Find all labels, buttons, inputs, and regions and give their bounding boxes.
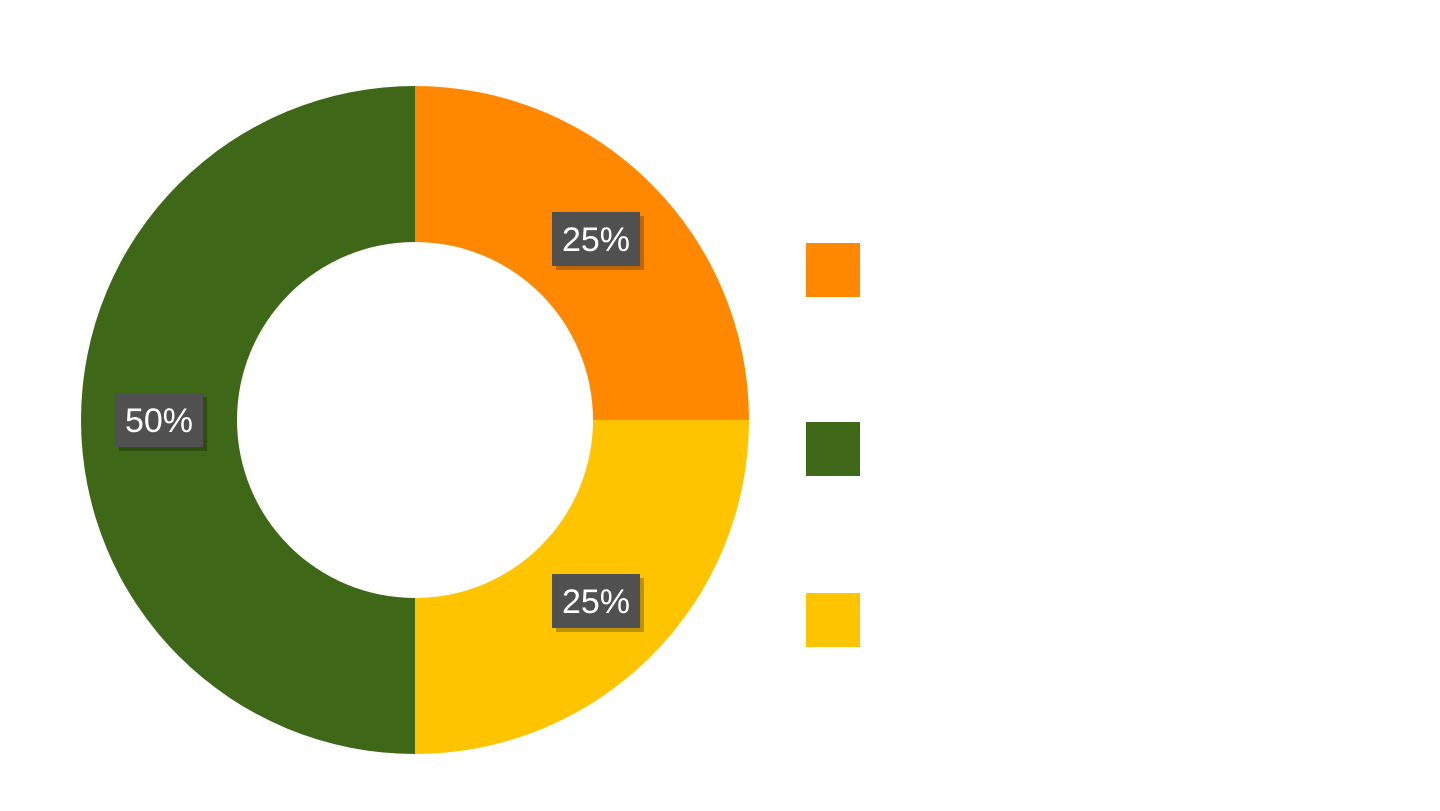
data-label-2: 25% bbox=[552, 574, 645, 633]
data-label-box bbox=[552, 574, 641, 629]
legend-swatch-2 bbox=[806, 593, 860, 647]
data-label-text: 25% bbox=[562, 583, 630, 621]
data-label-3: 50% bbox=[115, 393, 207, 451]
data-label-box bbox=[552, 211, 641, 266]
data-label-box bbox=[115, 393, 203, 447]
data-label-text: 25% bbox=[562, 221, 630, 259]
data-label-1: 25% bbox=[552, 211, 645, 270]
legend-swatch-3 bbox=[806, 422, 860, 476]
donut-slice-3 bbox=[81, 86, 415, 754]
legend-swatch-1 bbox=[806, 243, 860, 297]
legend bbox=[806, 243, 860, 647]
donut-data-labels: 25% 25% 50% bbox=[115, 211, 645, 633]
data-label-text: 50% bbox=[125, 402, 193, 440]
